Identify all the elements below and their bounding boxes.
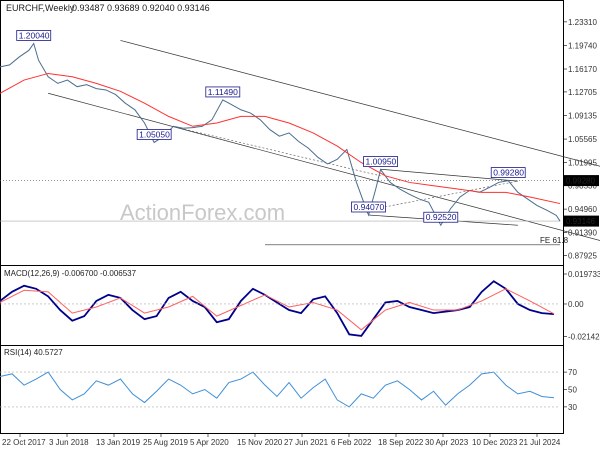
fib-label: FE 61.8 [540, 236, 569, 245]
macd-panel [0, 280, 560, 337]
y-tick-label: 0.00 [568, 300, 584, 309]
annotation-label: 1.00950 [366, 157, 397, 167]
annotation-label: 1.05050 [139, 129, 170, 139]
y-tick-label: 1.12705 [568, 88, 597, 97]
x-tick-label: 6 Feb 2022 [331, 438, 372, 447]
x-tick-label: 13 Jan 2019 [96, 438, 141, 447]
macd-title: MACD(12,26,9) -0.006700 -0.006537 [4, 269, 137, 278]
series-line-0 [0, 371, 555, 408]
annotation-box [423, 211, 459, 223]
x-tick-label: 30 Apr 2023 [425, 438, 469, 447]
x-tick-label: 10 Dec 2023 [472, 438, 518, 447]
x-tick-label: 3 Jun 2018 [49, 438, 89, 447]
annotation-box [16, 30, 52, 41]
y-tick-label: -0.021424 [568, 333, 600, 342]
annotation-box [205, 86, 241, 98]
annotation-box [490, 167, 526, 178]
x-tick-label: 18 Sep 2022 [378, 438, 424, 447]
y-tick-label: 50 [568, 386, 577, 395]
y-tick-label: 1.05565 [568, 135, 597, 144]
channel-line [380, 168, 518, 182]
y-tick-label: 0.91390 [568, 229, 597, 238]
annotation-label: 1.20040 [19, 30, 50, 40]
price-badge [564, 175, 599, 187]
annotation-box [363, 156, 398, 167]
y-tick-label: 70 [568, 368, 577, 377]
x-tick-label: 25 Aug 2019 [143, 438, 188, 447]
annotation-label: 0.99280 [493, 168, 524, 178]
y-tick-label: 0.94960 [568, 205, 597, 214]
x-tick-label: 27 Jun 2021 [284, 438, 329, 447]
y-tick-label: 0.87925 [568, 252, 597, 261]
channel-line [48, 92, 600, 241]
price-annotations: 1.20040 1.05050 1.11490 0.94070 1.00950 0.925… [16, 30, 526, 223]
y-tick-label: 30 [568, 403, 577, 412]
y-tick-label: 0.019733 [568, 270, 600, 279]
x-axis: 22 Oct 2017 3 Jun 2018 13 Jan 2019 25 Aug 2… [2, 433, 561, 447]
y-tick-label: 1.01995 [568, 159, 597, 168]
price-badge [564, 215, 599, 227]
x-tick-label: 22 Oct 2017 [2, 438, 46, 447]
x-tick-label: 15 Nov 2020 [237, 438, 283, 447]
rsi-panel [0, 371, 560, 408]
y-tick-label: 1.19740 [568, 41, 597, 50]
annotation-box [351, 201, 386, 213]
annotation-label: 0.92520 [426, 212, 457, 222]
rsi-title: RSI(14) 40.5727 [4, 348, 63, 357]
y-tick-label: 1.16170 [568, 65, 597, 74]
y-tick-label: 1.23310 [568, 18, 597, 27]
chart-ohlc: 0.93487 0.93689 0.92040 0.93146 [72, 3, 210, 13]
price-badge-label: 0.99280 [566, 177, 595, 186]
series-line-1 [0, 72, 561, 205]
chart-symbol: EURCHF,Weekly [6, 3, 75, 13]
price-badge-label: 0.93146 [566, 217, 595, 226]
price-panel [0, 42, 561, 227]
channel-line [120, 40, 600, 167]
plot-frame [0, 0, 564, 434]
x-tick-label: 21 Jul 2024 [519, 438, 561, 447]
annotation-label: 1.11490 [208, 87, 238, 97]
y-tick-label: 1.09135 [568, 111, 597, 120]
annotation-box [136, 129, 172, 140]
series-line-0 [0, 42, 561, 227]
annotation-label: 0.94070 [354, 202, 385, 212]
y-axis: 1.23310 1.19740 1.16170 1.12705 1.09135 1.055… [563, 18, 600, 412]
series-line-1 [0, 288, 555, 331]
x-tick-label: 5 Apr 2020 [190, 438, 229, 447]
